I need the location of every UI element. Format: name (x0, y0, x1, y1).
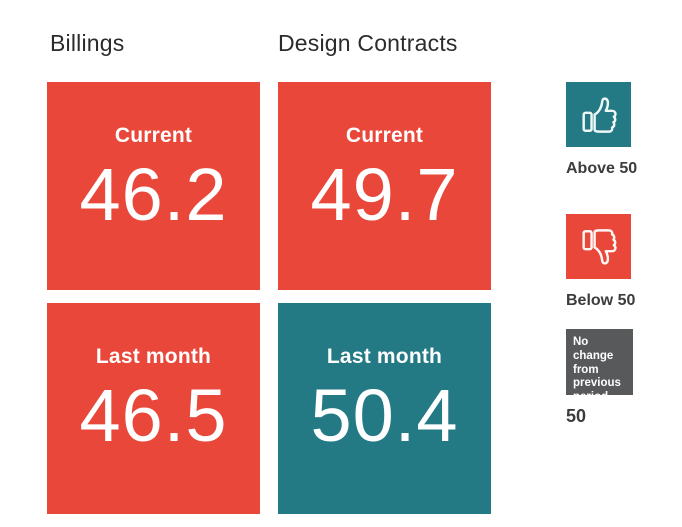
tile-period-label: Last month (326, 345, 443, 368)
legend-no-change-value: 50 (566, 406, 587, 426)
tile-period-label: Last month (95, 345, 212, 368)
section-title-billings: Billings (50, 30, 125, 56)
section-title-design-contracts: Design Contracts (278, 30, 458, 56)
tile-period-label: Current (345, 124, 424, 147)
tile-value: 46.5 (79, 374, 228, 457)
legend: Above 50 Below 50 No change from previou… (566, 82, 638, 427)
thumbs-down-icon (581, 228, 617, 265)
legend-below-50-label: Below 50 (566, 292, 636, 309)
tile-period-label: Current (114, 124, 193, 147)
tile-design-contracts-last-month: Last month 50.4 (278, 303, 491, 514)
tile-value: 49.7 (310, 153, 459, 236)
thumbs-up-icon (581, 96, 617, 133)
tile-design-contracts-current: Current 49.7 (278, 82, 491, 290)
tile-value: 50.4 (310, 374, 459, 457)
legend-above-50-square (566, 82, 631, 147)
legend-no-change-box: No change from previous period (566, 329, 633, 403)
tile-billings-current: Current 46.2 (47, 82, 260, 290)
tile-value: 46.2 (79, 153, 228, 236)
legend-above-50-label: Above 50 (566, 160, 638, 177)
tile-billings-last-month: Last month 46.5 (47, 303, 260, 514)
legend-below-50-square (566, 214, 631, 279)
